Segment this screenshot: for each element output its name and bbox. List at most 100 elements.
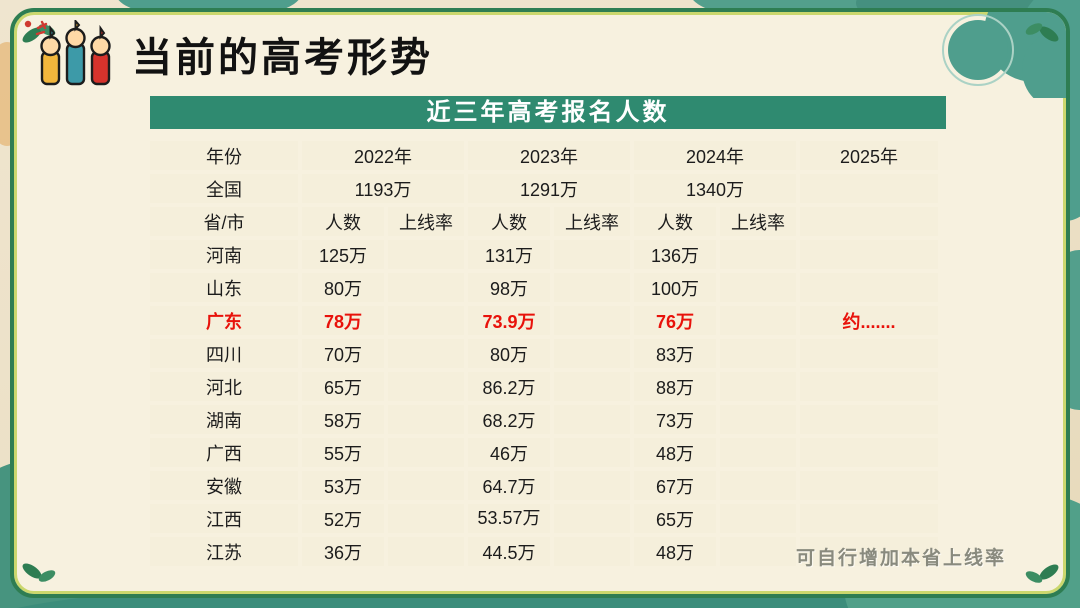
count-2022: 52万 xyxy=(302,504,384,533)
rate-2022 xyxy=(388,405,464,434)
raised-hands-pencils-icon xyxy=(35,20,111,86)
rate-2023 xyxy=(554,471,630,500)
year-2025: 2025年 xyxy=(800,141,938,170)
count-2022: 36万 xyxy=(302,537,384,566)
national-row: 全国 1193万 1291万 1340万 xyxy=(150,174,938,203)
value-2025: 约....... xyxy=(800,306,938,335)
table-row-hunan: 湖南 58万 68.2万 73万 xyxy=(150,405,938,434)
count-2023: 44.5万 xyxy=(468,537,550,566)
table-row-jiangsu: 江苏 36万 44.5万 48万 xyxy=(150,537,938,566)
value-2025 xyxy=(800,339,938,368)
rate-2024 xyxy=(720,372,796,401)
count-2022: 125万 xyxy=(302,240,384,269)
rate-2023 xyxy=(554,537,630,566)
rate-2023 xyxy=(554,306,630,335)
count-header-2022: 人数 xyxy=(302,207,384,236)
table-row-guangxi: 广西 55万 46万 48万 xyxy=(150,438,938,467)
national-2025 xyxy=(800,174,938,203)
subheader-row: 省/市 人数 上线率 人数 上线率 人数 上线率 xyxy=(150,207,938,236)
rate-2024 xyxy=(720,240,796,269)
year-2022: 2022年 xyxy=(302,141,464,170)
count-2022: 55万 xyxy=(302,438,384,467)
rate-2022 xyxy=(388,471,464,500)
rate-2022 xyxy=(388,537,464,566)
rate-2024 xyxy=(720,438,796,467)
count-2022: 70万 xyxy=(302,339,384,368)
year-2024: 2024年 xyxy=(634,141,796,170)
rate-2023 xyxy=(554,504,630,533)
corner-leaf-decoration xyxy=(1025,23,1059,42)
rate-2022 xyxy=(388,438,464,467)
rate-2022 xyxy=(388,339,464,368)
value-2025 xyxy=(800,537,938,566)
province-name: 江苏 xyxy=(150,537,298,566)
rate-2023 xyxy=(554,372,630,401)
value-2025 xyxy=(800,471,938,500)
table-row-sichuan: 四川 70万 80万 83万 xyxy=(150,339,938,368)
corner-leaf-decoration xyxy=(1025,564,1059,583)
rate-2024 xyxy=(720,339,796,368)
value-2025 xyxy=(800,273,938,302)
province-name: 广西 xyxy=(150,438,298,467)
year-label: 年份 xyxy=(150,141,298,170)
count-2023: 53.57万 xyxy=(468,504,550,533)
count-2023: 68.2万 xyxy=(468,405,550,434)
count-2023: 73.9万 xyxy=(468,306,550,335)
table-row-henan: 河南 125万 131万 136万 xyxy=(150,240,938,269)
rate-2024 xyxy=(720,537,796,566)
rate-2022 xyxy=(388,240,464,269)
table-row-hebei: 河北 65万 86.2万 88万 xyxy=(150,372,938,401)
rate-2024 xyxy=(720,306,796,335)
count-2023: 98万 xyxy=(468,273,550,302)
value-2025 xyxy=(800,438,938,467)
count-2024: 65万 xyxy=(634,504,716,533)
rate-2024 xyxy=(720,471,796,500)
table-row-jiangxi: 江西 52万 53.57万 65万 xyxy=(150,504,938,533)
rate-2023 xyxy=(554,273,630,302)
count-header-2023: 人数 xyxy=(468,207,550,236)
province-name: 河南 xyxy=(150,240,298,269)
registration-table: 近三年高考报名人数 年份 2022年 2023年 2024年 2025年 xyxy=(150,96,950,570)
province-name: 山东 xyxy=(150,273,298,302)
count-2024: 76万 xyxy=(634,306,716,335)
national-2022: 1193万 xyxy=(302,174,464,203)
rate-header-2023: 上线率 xyxy=(554,207,630,236)
rate-2023 xyxy=(554,438,630,467)
year-header-row: 年份 2022年 2023年 2024年 2025年 xyxy=(150,141,938,170)
count-2022: 53万 xyxy=(302,471,384,500)
rate-2024 xyxy=(720,504,796,533)
table-row-shandong: 山东 80万 98万 100万 xyxy=(150,273,938,302)
rate-2022 xyxy=(388,306,464,335)
value-2025 xyxy=(800,372,938,401)
rate-2024 xyxy=(720,405,796,434)
national-label: 全国 xyxy=(150,174,298,203)
value-2025 xyxy=(800,405,938,434)
province-name: 河北 xyxy=(150,372,298,401)
rate-2023 xyxy=(554,240,630,269)
count-2024: 67万 xyxy=(634,471,716,500)
count-2024: 88万 xyxy=(634,372,716,401)
count-2022: 80万 xyxy=(302,273,384,302)
rate-2022 xyxy=(388,372,464,401)
footer-note: 可自行增加本省上线率 xyxy=(795,548,1006,569)
count-2023: 64.7万 xyxy=(468,471,550,500)
value-2025 xyxy=(800,240,938,269)
count-2022: 58万 xyxy=(302,405,384,434)
count-2023: 86.2万 xyxy=(468,372,550,401)
slide-frame: 当前的高考形势 近三年高考报名人数 年份 2022年 2023年 2024年 2 xyxy=(10,8,1070,598)
rate-2023 xyxy=(554,405,630,434)
province-column-label: 省/市 xyxy=(150,207,298,236)
count-2024: 83万 xyxy=(634,339,716,368)
rate-2022 xyxy=(388,504,464,533)
count-2023: 80万 xyxy=(468,339,550,368)
value-2025 xyxy=(800,504,938,533)
table-title: 近三年高考报名人数 xyxy=(150,96,946,129)
count-header-2024: 人数 xyxy=(634,207,716,236)
year-2023: 2023年 xyxy=(468,141,630,170)
subheader-2025 xyxy=(800,207,938,236)
count-2024: 73万 xyxy=(634,405,716,434)
count-2022: 78万 xyxy=(302,306,384,335)
national-2023: 1291万 xyxy=(468,174,630,203)
corner-leaf-decoration xyxy=(22,563,56,582)
